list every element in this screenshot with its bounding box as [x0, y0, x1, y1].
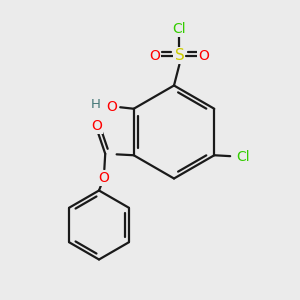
Text: Cl: Cl: [172, 22, 186, 35]
Text: O: O: [199, 49, 209, 62]
Text: S: S: [175, 48, 184, 63]
Text: O: O: [149, 49, 160, 62]
Text: O: O: [106, 100, 117, 114]
Text: O: O: [98, 171, 109, 185]
Text: Cl: Cl: [236, 150, 250, 164]
Text: H: H: [91, 98, 100, 111]
Text: O: O: [92, 118, 102, 133]
